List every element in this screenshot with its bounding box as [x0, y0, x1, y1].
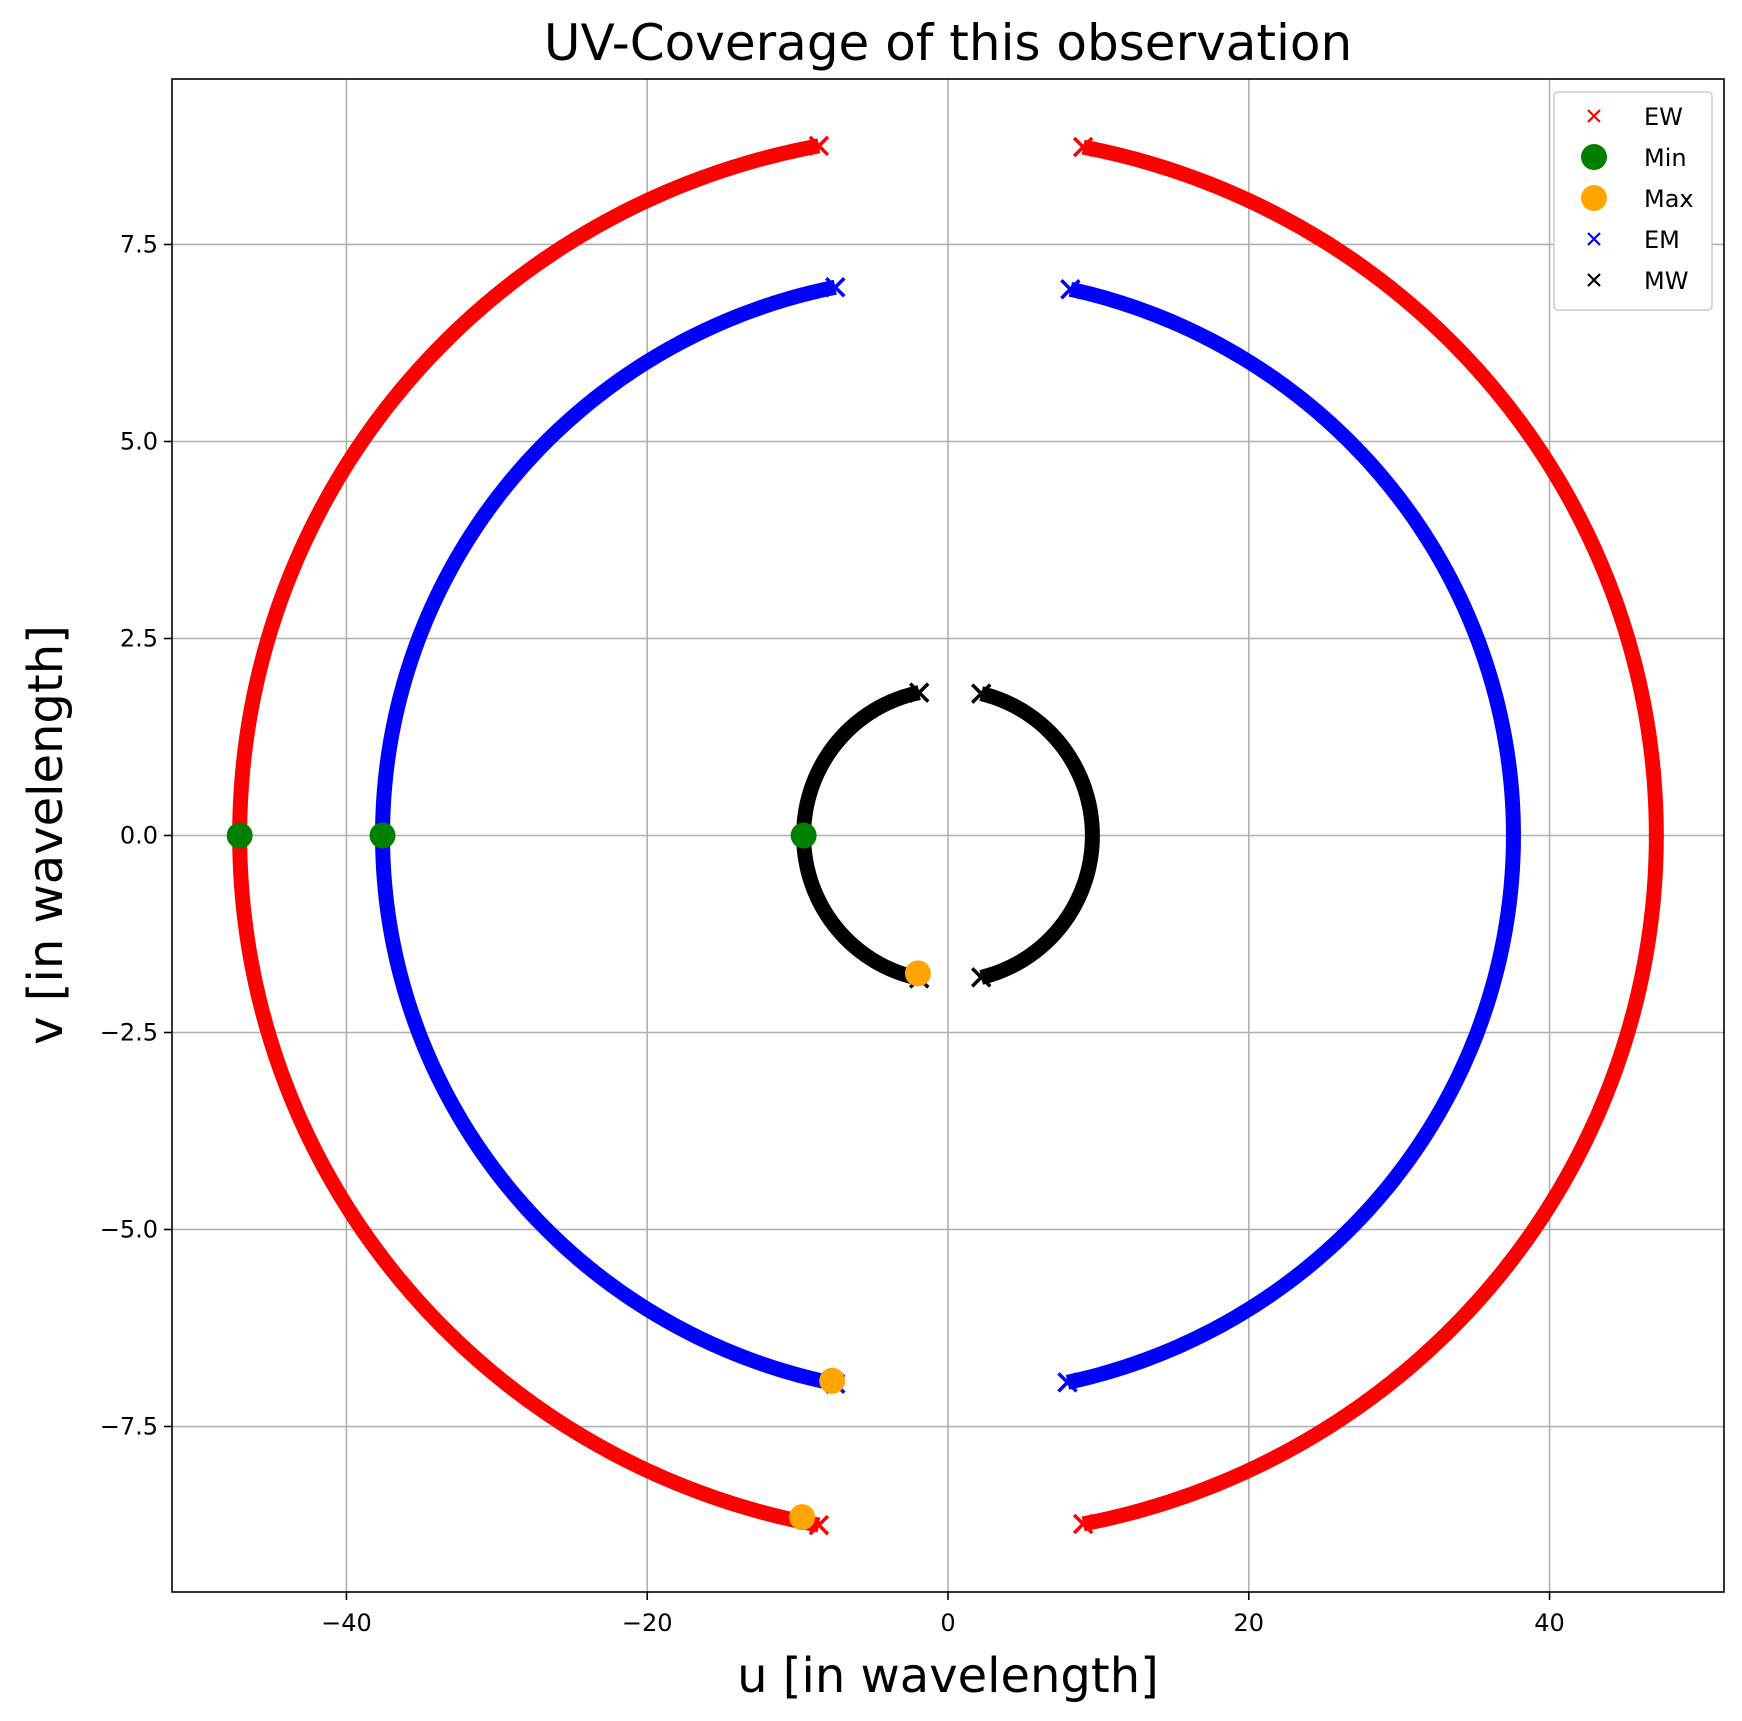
min-point [226, 822, 253, 849]
series-em-end-marker [1057, 1372, 1078, 1393]
legend-marker-min [1581, 144, 1607, 170]
series-ew-end-marker [808, 135, 830, 157]
series-em-end-marker [1060, 279, 1081, 300]
y-tick-label: −2.5 [100, 1019, 158, 1047]
x-tick-label: 40 [1534, 1609, 1565, 1637]
plot-area [226, 135, 1664, 1536]
legend-label-min: Min [1644, 144, 1687, 172]
series-em-arc [1065, 281, 1521, 1390]
series-mw-arc [979, 686, 1100, 985]
series-mw-end-marker [970, 683, 992, 704]
y-tick-label: 2.5 [120, 624, 158, 652]
x-axis-label: u [in wavelength] [737, 1648, 1159, 1704]
series-mw-end-marker [908, 682, 930, 703]
y-tick-label: −7.5 [100, 1413, 158, 1441]
grid-lines [172, 79, 1724, 1592]
y-tick-label: 0.0 [120, 822, 158, 850]
y-tick-label: 5.0 [120, 427, 158, 455]
y-tick-label: 7.5 [120, 230, 158, 258]
y-tick-label: −5.0 [100, 1216, 158, 1244]
y-axis-label: v [in wavelength] [18, 625, 74, 1045]
legend-marker-em [1587, 232, 1601, 246]
series-ew-end-marker [1072, 1513, 1094, 1535]
x-tick-label: −40 [321, 1609, 372, 1637]
min-point [790, 822, 817, 849]
legend-marker-mw [1587, 273, 1601, 287]
max-point [819, 1367, 846, 1394]
min-point [369, 822, 396, 849]
legend: EW Min Max EM MW [1553, 91, 1713, 311]
legend-label-ew: EW [1644, 103, 1683, 131]
chart-title: UV-Coverage of this observation [544, 14, 1352, 72]
y-axis-ticks: −7.5 −5.0 −2.5 0.0 2.5 5.0 7.5 [100, 230, 172, 1441]
series-mw-end-marker [970, 967, 992, 988]
legend-marker-ew [1587, 109, 1601, 123]
max-point [789, 1504, 816, 1531]
x-tick-label: −20 [622, 1609, 673, 1637]
series-ew-arc [1081, 139, 1664, 1532]
legend-marker-max [1581, 185, 1607, 211]
x-axis-ticks: −40 −20 0 20 40 [321, 1592, 1565, 1637]
max-point [904, 960, 931, 987]
series-em-end-marker [825, 276, 846, 298]
legend-label-em: EM [1644, 226, 1680, 254]
x-tick-label: 20 [1234, 1609, 1265, 1637]
legend-label-mw: MW [1644, 267, 1688, 295]
x-tick-label: 0 [940, 1609, 955, 1637]
series-ew-end-marker [1072, 136, 1094, 158]
legend-label-max: Max [1644, 185, 1694, 213]
